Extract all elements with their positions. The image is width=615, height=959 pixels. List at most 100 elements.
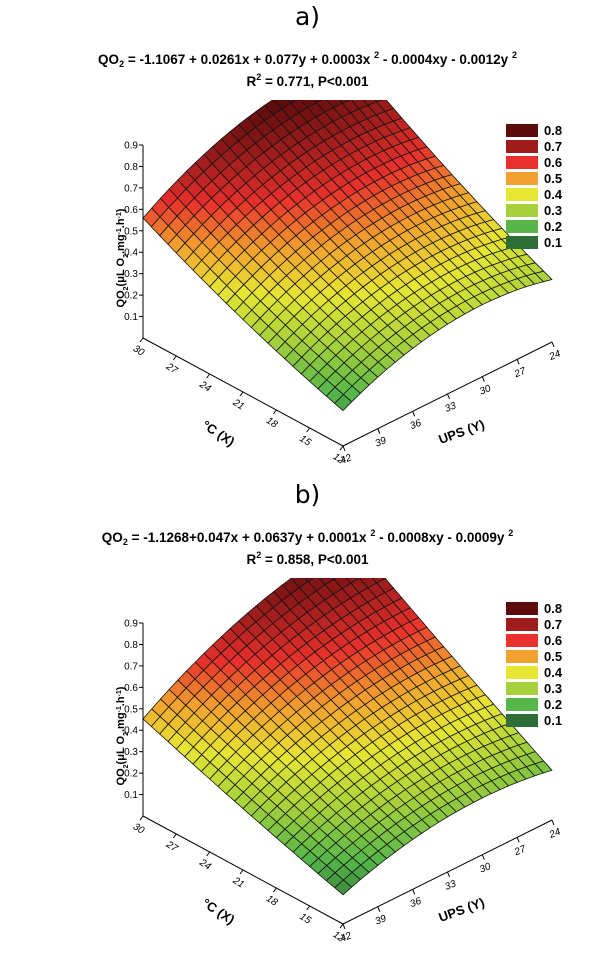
x-tick-label: 15 xyxy=(297,433,313,449)
x-tick-mark xyxy=(139,815,144,821)
y-tick-mark xyxy=(551,341,555,348)
x-tick-label: 24 xyxy=(197,857,214,873)
y-tick-mark xyxy=(447,871,450,878)
z-tick-label: 0.8 xyxy=(124,162,138,173)
legend-label: 0.3 xyxy=(544,203,562,218)
z-tick-label: 0.1 xyxy=(124,790,138,801)
z-tick-label: 0.5 xyxy=(124,704,138,715)
x-tick-mark xyxy=(139,337,144,343)
z-tick-label: 0.2 xyxy=(124,769,138,780)
z-tick-label: 0.9 xyxy=(124,619,138,630)
legend-swatch xyxy=(506,140,538,153)
legend-label: 0.4 xyxy=(544,665,563,680)
z-tick-label: 0.7 xyxy=(124,661,138,672)
y-tick-mark xyxy=(412,889,416,895)
z-axis-label: QO2(μL O2.mg-1.h-1) xyxy=(115,208,130,307)
z-tick-label: 0.6 xyxy=(124,205,138,216)
x-tick-mark xyxy=(172,833,177,839)
z-tick-label: 0.6 xyxy=(124,683,138,694)
regression-equation: QO2 = -1.1067 + 0.0261x + 0.077y + 0.000… xyxy=(98,50,517,69)
y-tick-label: 36 xyxy=(409,418,424,433)
x-tick-label: 18 xyxy=(264,415,280,431)
legend-swatch xyxy=(506,618,538,631)
legend-label: 0.6 xyxy=(544,155,562,170)
legend-swatch xyxy=(506,124,538,137)
y-tick-label: 24 xyxy=(547,348,563,363)
z-tick-label: 0.4 xyxy=(124,726,138,737)
legend-swatch xyxy=(506,220,538,233)
legend: 0.80.70.60.50.40.30.20.1 xyxy=(506,123,563,250)
x-tick-mark xyxy=(272,409,277,415)
legend-swatch xyxy=(506,204,538,217)
y-axis-label: UPS (Y) xyxy=(436,895,486,925)
z-tick-label: 0.1 xyxy=(124,312,138,323)
legend-swatch xyxy=(506,236,538,249)
y-tick-mark xyxy=(377,428,381,434)
x-tick-label: 30 xyxy=(131,821,147,837)
legend-swatch xyxy=(506,634,538,647)
legend-swatch xyxy=(506,650,538,663)
x-tick-mark xyxy=(239,391,244,397)
y-tick-label: 27 xyxy=(512,366,528,381)
y-tick-label: 39 xyxy=(374,435,389,450)
x-tick-mark xyxy=(306,905,311,911)
legend-swatch xyxy=(506,666,538,679)
y-tick-label: 39 xyxy=(374,913,389,928)
z-axis-label: QO2(μL O2.mg-1.h-1) xyxy=(115,686,130,785)
legend-label: 0.5 xyxy=(544,171,562,186)
y-tick-mark xyxy=(481,854,485,860)
chart-panel-a: a) QO2 = -1.1067 + 0.0261x + 0.077y + 0.… xyxy=(0,0,615,472)
surface-cell xyxy=(334,879,353,896)
chart-panel-b: b) QO2 = -1.1268+0.047x + 0.0637y + 0.00… xyxy=(0,478,615,950)
y-tick-label: 30 xyxy=(478,861,493,876)
x-tick-label: 18 xyxy=(264,893,280,909)
legend-swatch xyxy=(506,188,538,201)
legend-label: 0.2 xyxy=(544,697,562,712)
x-tick-label: 27 xyxy=(163,361,180,377)
y-tick-mark xyxy=(412,411,416,417)
legend-swatch xyxy=(506,682,538,695)
x-tick-mark xyxy=(172,355,177,361)
regression-stats: R2 = 0.771, P<0.001 xyxy=(246,72,369,89)
y-tick-label: 36 xyxy=(409,896,424,911)
y-tick-label: 33 xyxy=(443,878,458,893)
x-tick-mark xyxy=(306,427,311,433)
panel-label: b) xyxy=(294,480,321,509)
legend-label: 0.4 xyxy=(544,187,563,202)
x-tick-label: 15 xyxy=(297,911,313,927)
z-tick-label: 0.3 xyxy=(124,747,138,758)
x-tick-label: 24 xyxy=(197,379,214,395)
regression-stats: R2 = 0.858, P<0.001 xyxy=(246,550,369,567)
x-tick-mark xyxy=(206,851,211,857)
z-tick-label: 0.7 xyxy=(124,183,138,194)
y-tick-label: 33 xyxy=(443,400,458,415)
x-tick-label: 30 xyxy=(131,343,147,359)
z-tick-label: 0.4 xyxy=(124,248,138,259)
surface-plot: 0.90.80.70.60.50.40.30.20.13027242118151… xyxy=(115,578,563,945)
legend-label: 0.1 xyxy=(544,235,562,250)
z-tick-label: 0.2 xyxy=(124,291,138,302)
legend-swatch xyxy=(506,714,538,727)
y-tick-label: 42 xyxy=(339,452,354,467)
x-tick-label: 21 xyxy=(230,875,246,891)
x-tick-mark xyxy=(272,887,277,893)
z-tick-label: 0.5 xyxy=(124,226,138,237)
z-tick-label: 0.3 xyxy=(124,269,138,280)
y-tick-mark xyxy=(447,393,450,400)
legend-label: 0.8 xyxy=(544,123,562,138)
x-tick-label: 21 xyxy=(230,397,246,413)
y-axis-label: UPS (Y) xyxy=(436,417,486,447)
surface-mesh xyxy=(142,100,553,412)
legend-label: 0.6 xyxy=(544,633,562,648)
surface-mesh xyxy=(142,578,553,896)
legend-label: 0.7 xyxy=(544,617,562,632)
legend-swatch xyxy=(506,156,538,169)
panel-label: a) xyxy=(294,2,321,31)
legend-label: 0.3 xyxy=(544,681,562,696)
legend-label: 0.5 xyxy=(544,649,562,664)
x-axis-label: °C (X) xyxy=(199,417,237,449)
z-tick-label: 0.8 xyxy=(124,640,138,651)
legend-swatch xyxy=(506,698,538,711)
x-tick-mark xyxy=(239,869,244,875)
y-tick-mark xyxy=(342,923,346,930)
